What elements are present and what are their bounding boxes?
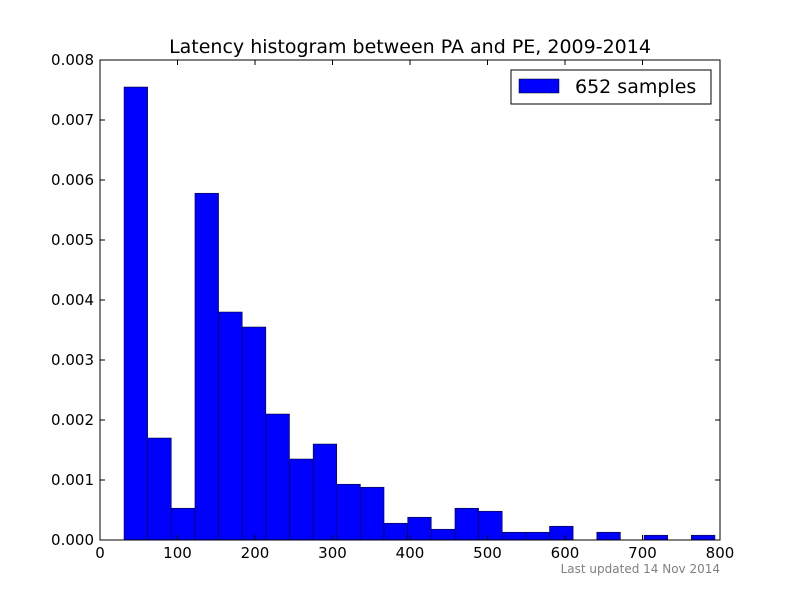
chart-title: Latency histogram between PA and PE, 200… bbox=[169, 36, 651, 58]
histogram-bar bbox=[383, 522, 408, 541]
legend: 652 samples bbox=[510, 69, 712, 105]
y-tick-label: 0.004 bbox=[51, 291, 94, 309]
histogram-bar bbox=[360, 486, 385, 541]
y-tick-label: 0.002 bbox=[51, 411, 94, 429]
histogram-bar bbox=[241, 326, 267, 541]
histogram-bar bbox=[147, 437, 172, 541]
last-updated-note: Last updated 14 Nov 2014 bbox=[560, 562, 720, 576]
x-tick-label: 800 bbox=[706, 544, 735, 562]
histogram-bar bbox=[596, 531, 621, 541]
x-tick-label: 500 bbox=[473, 544, 502, 562]
histogram-bar bbox=[336, 483, 361, 541]
x-tick-label: 200 bbox=[241, 544, 270, 562]
histogram-bar bbox=[549, 525, 574, 541]
y-tick-label: 0.007 bbox=[51, 111, 94, 129]
x-tick-label: 0 bbox=[95, 544, 105, 562]
y-tick-label: 0.005 bbox=[51, 231, 94, 249]
histogram-bar bbox=[691, 534, 716, 541]
x-tick-label: 700 bbox=[628, 544, 657, 562]
histogram-bar bbox=[407, 516, 432, 541]
y-tick-label: 0.000 bbox=[51, 531, 94, 549]
histogram-bar bbox=[454, 507, 479, 541]
y-tick-label: 0.001 bbox=[51, 471, 94, 489]
histogram-bar bbox=[643, 534, 668, 541]
x-tick-label: 100 bbox=[163, 544, 192, 562]
histogram-bar bbox=[478, 510, 503, 541]
legend-swatch bbox=[518, 78, 560, 94]
histogram-bar bbox=[218, 311, 243, 541]
axis-ticks: 0 100 200 300 400 500 600 700 800 0.000 0.001 0.002… bbox=[51, 51, 734, 562]
legend-label: 652 samples bbox=[575, 76, 696, 98]
histogram-bar bbox=[194, 192, 219, 541]
histogram-bar bbox=[289, 458, 314, 541]
x-tick-label: 300 bbox=[318, 544, 347, 562]
x-tick-label: 600 bbox=[551, 544, 580, 562]
histogram-bar bbox=[171, 507, 196, 541]
y-tick-label: 0.003 bbox=[51, 351, 94, 369]
histogram-bar bbox=[501, 531, 527, 541]
histogram-bar bbox=[431, 528, 456, 541]
histogram-bar bbox=[525, 531, 550, 541]
histogram-bar bbox=[312, 443, 338, 541]
x-tick-label: 400 bbox=[396, 544, 425, 562]
axes-frame bbox=[99, 59, 721, 541]
histogram-bar bbox=[265, 413, 290, 541]
y-tick-label: 0.006 bbox=[51, 171, 94, 189]
y-tick-label: 0.008 bbox=[51, 51, 94, 69]
histogram-bars bbox=[123, 86, 716, 541]
histogram-bar bbox=[123, 86, 148, 541]
